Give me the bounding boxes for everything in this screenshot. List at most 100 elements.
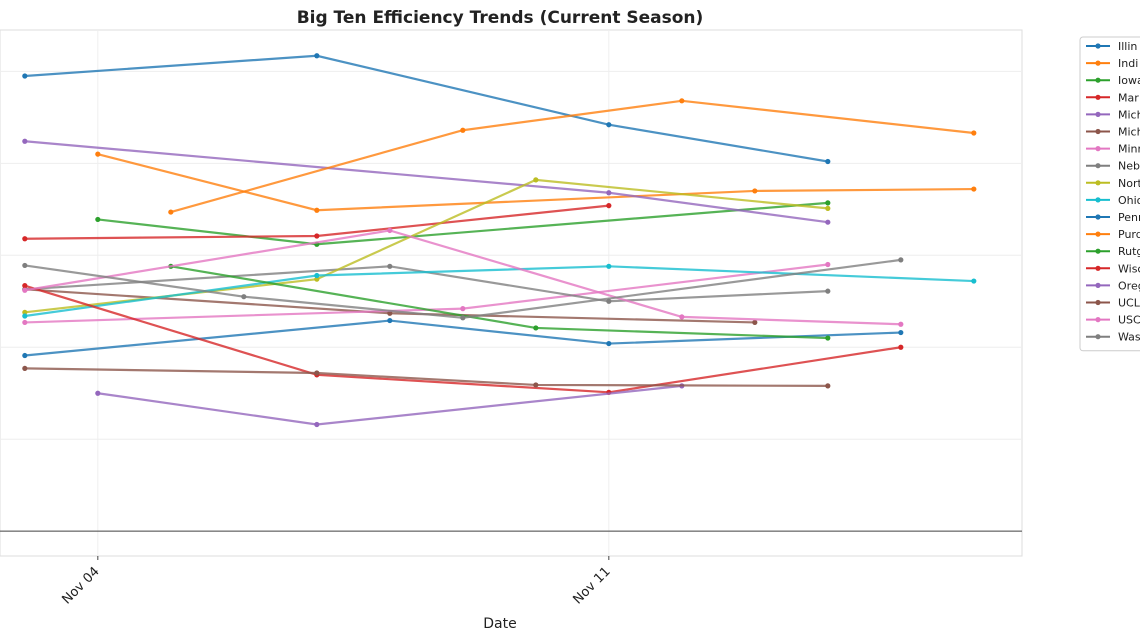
point [387,317,393,324]
point [898,329,904,336]
point [606,190,612,196]
legend-label: Iowa [1118,74,1140,87]
legend-marker [1095,299,1101,306]
point [22,287,28,293]
legend-label: Penn [1118,211,1140,224]
chart-title: Big Ten Efficiency Trends (Current Seaso… [297,8,704,28]
legend-label: Indi [1118,57,1138,70]
point [314,276,320,282]
point [387,263,393,269]
legend-label: Oreg [1118,279,1140,292]
plot-area [0,29,1023,557]
point [314,370,320,376]
legend-label: Ohio [1118,194,1140,207]
legend-label: USC [1118,314,1140,327]
legend-label: Mich [1118,126,1140,139]
legend-marker [1095,111,1101,117]
legend-marker [1095,146,1101,152]
legend-marker [1095,282,1101,288]
legend-label: Nort [1118,177,1140,190]
legend-marker [1095,265,1101,271]
series-line [24,265,828,303]
point [95,151,101,157]
legend-label: Purd [1118,228,1140,241]
legend-label: Was [1118,331,1140,344]
point [22,352,28,359]
legend-marker [1095,231,1101,237]
point [314,233,320,239]
point [387,227,393,234]
x-axis-label: Date [483,616,516,632]
legend-marker [1095,163,1101,169]
point [22,283,28,289]
point [22,262,28,269]
point [825,335,831,341]
legend-label: Minn [1118,143,1140,156]
point [314,272,320,279]
series-line [24,367,828,387]
legend-marker [1095,214,1101,220]
series-line [24,319,901,357]
point [898,321,904,327]
point [168,209,174,215]
legend-marker [1095,248,1101,254]
point [22,313,28,319]
legend-label: Neb [1118,160,1140,173]
legend-label: Rutg [1118,245,1140,258]
point [679,314,685,320]
point [460,306,466,312]
point [22,138,28,144]
point [314,207,320,213]
point [460,127,466,133]
legend-label: Mar [1118,91,1139,104]
legend-label: UCL [1118,297,1140,310]
series-line [24,284,901,394]
point [971,278,977,284]
point [533,177,539,183]
point [314,53,320,59]
point [22,319,28,326]
legend-marker [1095,60,1101,66]
legend-marker [1095,94,1101,100]
point [533,325,539,331]
point [825,158,831,165]
point [825,219,831,225]
x-tick-label: Nov 04 [59,564,102,607]
point [606,263,612,269]
legend-marker [1095,334,1101,340]
point [752,188,758,194]
point [606,203,612,209]
point [606,298,612,304]
legend-label: Illin [1118,40,1137,53]
point [825,288,831,294]
point [460,315,466,321]
point [825,261,831,268]
x-tick-label: Nov 11 [570,564,613,607]
series-line [24,258,901,319]
point [971,186,977,192]
point [825,200,831,206]
series-line [24,229,901,326]
point [22,365,28,372]
legend-marker [1095,180,1101,186]
legend-marker [1095,43,1101,49]
point [241,294,247,300]
legend-label: Mich [1118,108,1140,121]
legend-label: Wisc [1118,262,1140,275]
point [825,383,831,389]
series-line [24,54,829,163]
point [679,98,685,104]
legend-marker [1095,128,1101,135]
point [971,130,977,136]
legend-box [1079,36,1140,352]
point [606,122,612,128]
point [95,216,101,223]
point [22,73,28,79]
point [22,309,28,315]
point [533,382,539,388]
point [752,319,758,326]
legend-marker [1095,197,1101,203]
point [22,236,28,242]
legend-marker [1095,77,1101,83]
